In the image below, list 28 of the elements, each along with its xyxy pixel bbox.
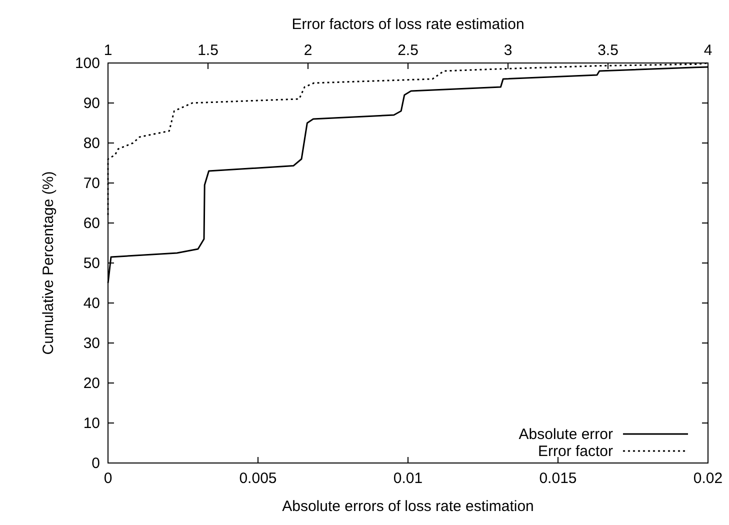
x2-axis-title: Error factors of loss rate estimation: [292, 16, 524, 33]
y-tick-label: 30: [83, 335, 100, 352]
legend-label: Error factor: [538, 443, 614, 460]
y-axis-title: Cumulative Percentage (%): [40, 171, 57, 355]
y-tick-label: 10: [83, 415, 100, 432]
y-tick-label: 90: [83, 95, 100, 112]
y-tick-label: 50: [83, 255, 100, 272]
y-tick-label: 60: [83, 215, 100, 232]
x-tick-label: 0.02: [693, 470, 723, 487]
x2-tick-label: 3: [504, 42, 512, 59]
x-tick-label: 0.01: [393, 470, 423, 487]
y-tick-label: 80: [83, 135, 100, 152]
x2-tick-label: 3.5: [598, 42, 618, 59]
x2-tick-label: 2.5: [398, 42, 418, 59]
x-axis-title: Absolute errors of loss rate estimation: [282, 498, 534, 515]
y-tick-label: 100: [74, 55, 100, 72]
x2-tick-label: 2: [304, 42, 312, 59]
y-tick-label: 40: [83, 295, 100, 312]
x2-tick-label: 1: [104, 42, 112, 59]
legend-label: Absolute error: [518, 426, 613, 443]
x-tick-label: 0: [104, 470, 112, 487]
x-tick-label: 0.015: [539, 470, 577, 487]
y-tick-label: 20: [83, 375, 100, 392]
x2-tick-label: 1.5: [198, 42, 218, 59]
y-tick-label: 0: [92, 455, 100, 472]
y-tick-label: 70: [83, 175, 100, 192]
x2-tick-label: 4: [704, 42, 712, 59]
x-tick-label: 0.005: [239, 470, 277, 487]
